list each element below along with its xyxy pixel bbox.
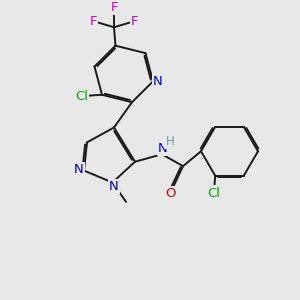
Text: O: O <box>165 187 175 200</box>
Text: N: N <box>74 163 83 176</box>
Text: Cl: Cl <box>75 90 88 103</box>
Text: H: H <box>166 135 175 148</box>
Text: N: N <box>153 75 163 88</box>
Text: Cl: Cl <box>207 187 220 200</box>
Text: F: F <box>110 1 118 14</box>
Text: N: N <box>158 142 167 155</box>
Text: N: N <box>109 180 119 193</box>
Text: F: F <box>90 15 98 28</box>
Text: F: F <box>131 15 138 28</box>
